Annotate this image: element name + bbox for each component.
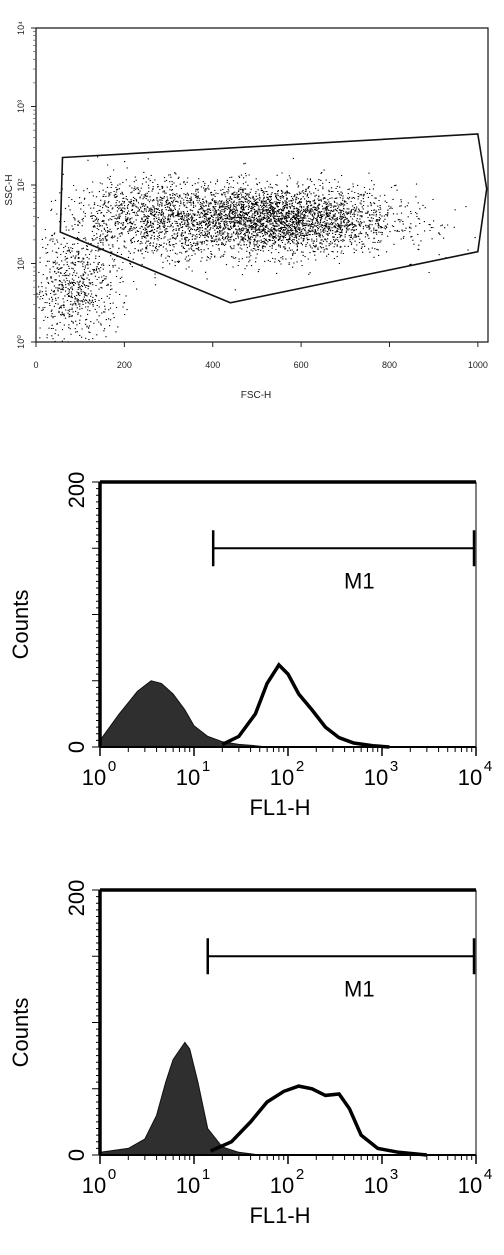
x-tick-label: 10 [176,765,200,790]
x-ticks: 0 200 400 600 800 1000 [33,342,488,370]
x-tick-label: 10 [82,1173,106,1198]
sample-histogram [209,1084,427,1157]
x-tick-label: 1000 [468,360,488,370]
marker-label: M1 [344,976,375,1001]
x-axis-label: FSC-H [241,390,272,401]
m1-marker [211,530,476,567]
x-tick-label: 10 [176,1173,200,1198]
y-tick-label: 10² [16,178,26,191]
x-tick-label: 10 [270,1173,294,1198]
y-ticks: 10⁰ 10¹ 10² 10³ 10⁴ [16,21,36,349]
x-tick-exponent: 4 [484,1166,492,1183]
x-tick-label: 0 [33,360,38,370]
x-tick-exponent: 4 [484,758,492,775]
x-tick-label: 10 [270,765,294,790]
plot-frame [92,888,477,1156]
scatter-points [36,156,476,343]
y-tick-200: 200 [64,880,89,917]
x-tick-exponent: 2 [296,1166,304,1183]
y-tick-label: 10¹ [16,257,26,270]
y-axis-label: SSC-H [4,174,15,205]
x-tick-exponent: 1 [202,758,210,775]
gate-polygon [59,133,488,304]
x-tick-exponent: 1 [202,1166,210,1183]
x-tick-label: 10 [458,765,482,790]
x-tick-exponent: 2 [296,758,304,775]
y-tick-label: 10³ [16,100,26,113]
scatter-dots [36,156,476,343]
x-axis-label: FL1-H [249,1203,310,1228]
x-tick-label: 10 [364,1173,388,1198]
sample-histogram [221,662,390,749]
x-tick-label: 600 [294,360,309,370]
scatter-frame [35,27,489,343]
histogram-panel-1: M1 10 0 10 1 10 2 10 3 10 4 Counts 0 200 FL1-H [8,472,492,820]
marker-label: M1 [344,568,375,593]
y-tick-0: 0 [64,741,89,753]
x-tick-label: 200 [117,360,132,370]
y-tick-label: 10⁰ [16,335,26,349]
control-histogram [99,680,268,748]
y-tick-200: 200 [64,472,89,509]
x-tick-label: 10 [364,765,388,790]
x-tick-label: 400 [205,360,220,370]
m1-marker [206,938,476,975]
x-tick-exponent: 3 [390,1166,398,1183]
x-tick-exponent: 3 [390,758,398,775]
x-ticks: 10 0 10 1 10 2 10 3 10 4 [82,747,492,790]
x-tick-label: 10 [82,765,106,790]
x-axis-label: FL1-H [249,795,310,820]
histogram-panel-2: M1 10 0 10 1 10 2 10 3 10 4 Counts 0 200 FL1-H [8,880,492,1228]
control-histogram [99,1041,260,1156]
x-tick-exponent: 0 [108,758,116,775]
x-ticks: 10 0 10 1 10 2 10 3 10 4 [82,1155,492,1198]
x-tick-exponent: 0 [108,1166,116,1183]
y-tick-0: 0 [64,1149,89,1161]
y-axis-label: Counts [8,998,33,1068]
y-tick-label: 10⁴ [16,21,26,35]
y-axis-label: Counts [8,590,33,660]
x-tick-label: 800 [382,360,397,370]
x-tick-label: 10 [458,1173,482,1198]
